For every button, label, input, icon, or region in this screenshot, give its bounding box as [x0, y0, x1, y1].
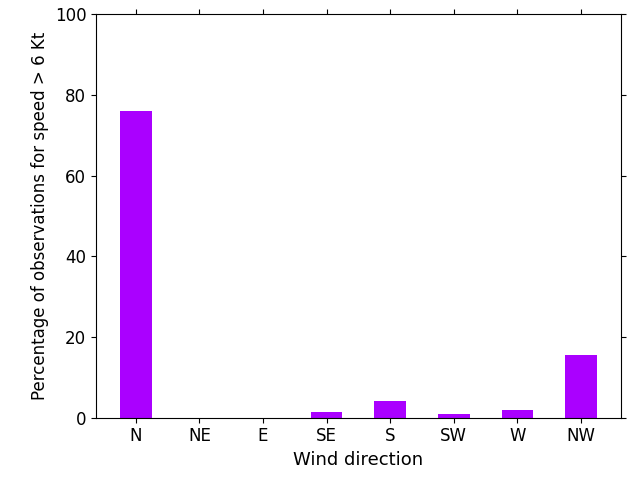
Bar: [374, 401, 406, 418]
Bar: [438, 414, 470, 418]
Bar: [120, 111, 152, 418]
Y-axis label: Percentage of observations for speed > 6 Kt: Percentage of observations for speed > 6…: [31, 32, 49, 400]
Bar: [502, 409, 533, 418]
Bar: [310, 411, 342, 418]
X-axis label: Wind direction: Wind direction: [293, 451, 424, 469]
Bar: [565, 355, 597, 418]
